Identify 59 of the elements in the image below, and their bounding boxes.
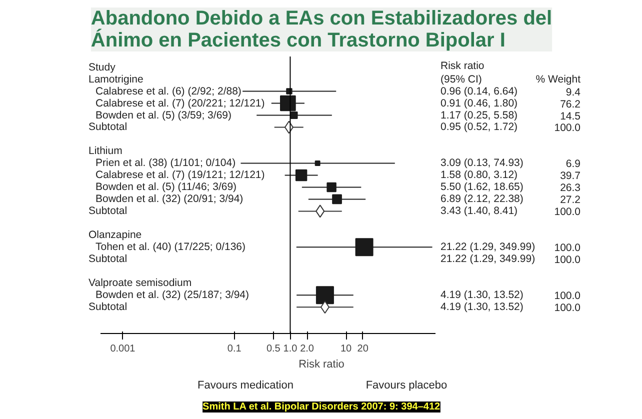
y-tick-label: Bowden et al. (32) (20/91; 3/94) (96, 193, 244, 206)
text: 14.5 (560, 110, 581, 122)
text: 21.22 (1.29, 349.99) (440, 241, 536, 254)
x-axis-title: Risk ratio (298, 358, 344, 370)
text: 26.3 (560, 182, 581, 194)
x-tick-label: 1.0 (283, 344, 298, 354)
x-tick-label: 0.1 (227, 344, 242, 354)
text: 0.96 (0.14, 6.64) (440, 85, 518, 98)
text: Favours placebo (366, 380, 448, 392)
text: 100.0 (554, 302, 581, 314)
annotation: Study (88, 61, 116, 74)
text: 100.0 (554, 206, 581, 218)
y-tick-label: Lamotrigine (88, 73, 144, 86)
text: 4.19 (1.30, 13.52) (440, 301, 524, 314)
text: % Weight (536, 73, 581, 86)
text: 27.2 (560, 194, 581, 206)
y-tick-label: Valproate semisodium (88, 277, 192, 290)
y-tick-label: Bowden et al. (5) (11/46; 3/69) (96, 181, 237, 194)
text: 76.2 (560, 98, 581, 110)
x-tick-label: 0.5 (266, 344, 281, 354)
y-tick-label: Lithium (88, 145, 123, 158)
y-tick-label: Subtotal (88, 301, 128, 314)
text: 100.0 (554, 122, 581, 134)
text: 0.91 (0.46, 1.80) (440, 97, 518, 110)
text: 1.17 (0.25, 5.58) (440, 109, 518, 122)
text: 21.22 (1.29, 349.99) (440, 253, 536, 266)
text: (95% CI) (440, 73, 482, 86)
x-tick-label: 10 (340, 344, 352, 354)
x-tick-label: 20 (357, 344, 369, 354)
x-tick-label: 2.0 (300, 344, 314, 354)
text: 6.9 (566, 158, 581, 170)
y-tick-label: Calabrese et al. (7) (19/121; 12/121) (96, 169, 265, 182)
y-tick-label: Calabrese et al. (6) (2/92; 2/88) (96, 85, 242, 98)
y-tick-label: Calabrese et al. (7) (20/221; 12/121) (96, 97, 265, 110)
text: 6.89 (2.12, 22.38) (440, 193, 524, 206)
y-tick-label: Tohen et al. (40) (17/225; 0/136) (96, 241, 246, 254)
text: 0.95 (0.52, 1.72) (440, 121, 518, 134)
y-tick-label: Olanzapine (88, 229, 142, 242)
chart-title: Abandono Debido a EAs con Estabilizadores del Ánimo en Pacientes con Trastorno Bipolar I (90, 8, 552, 52)
text: 4.19 (1.30, 13.52) (440, 289, 524, 302)
text: 1.58 (0.80, 3.12) (440, 169, 518, 182)
text: 100.0 (554, 242, 581, 254)
y-tick-label: Prien et al. (38) (1/101; 0/104) (96, 157, 236, 170)
text: 3.09 (0.13, 74.93) (440, 157, 524, 170)
text: 100.0 (554, 290, 581, 302)
y-tick-label: Bowden et al. (32) (25/187; 3/94) (96, 289, 250, 302)
x-tick-label: 0.001 (110, 344, 136, 354)
text: 5.50 (1.62, 18.65) (440, 181, 524, 194)
text: Smith LA et al. Bipolar Disorders 2007: 9: 394–412 (202, 402, 441, 412)
text: 9.4 (566, 86, 581, 98)
text: 39.7 (560, 170, 581, 182)
y-tick-label: Bowden et al. (5) (3/59; 3/69) (96, 109, 232, 122)
text: Favours medication (198, 380, 294, 392)
text: Risk ratio (440, 60, 484, 72)
y-tick-label: Subtotal (88, 205, 128, 218)
y-tick-label: Subtotal (88, 121, 128, 134)
y-tick-label: Subtotal (88, 253, 128, 266)
text: 3.43 (1.40, 8.41) (440, 205, 518, 218)
text: 100.0 (554, 254, 581, 266)
